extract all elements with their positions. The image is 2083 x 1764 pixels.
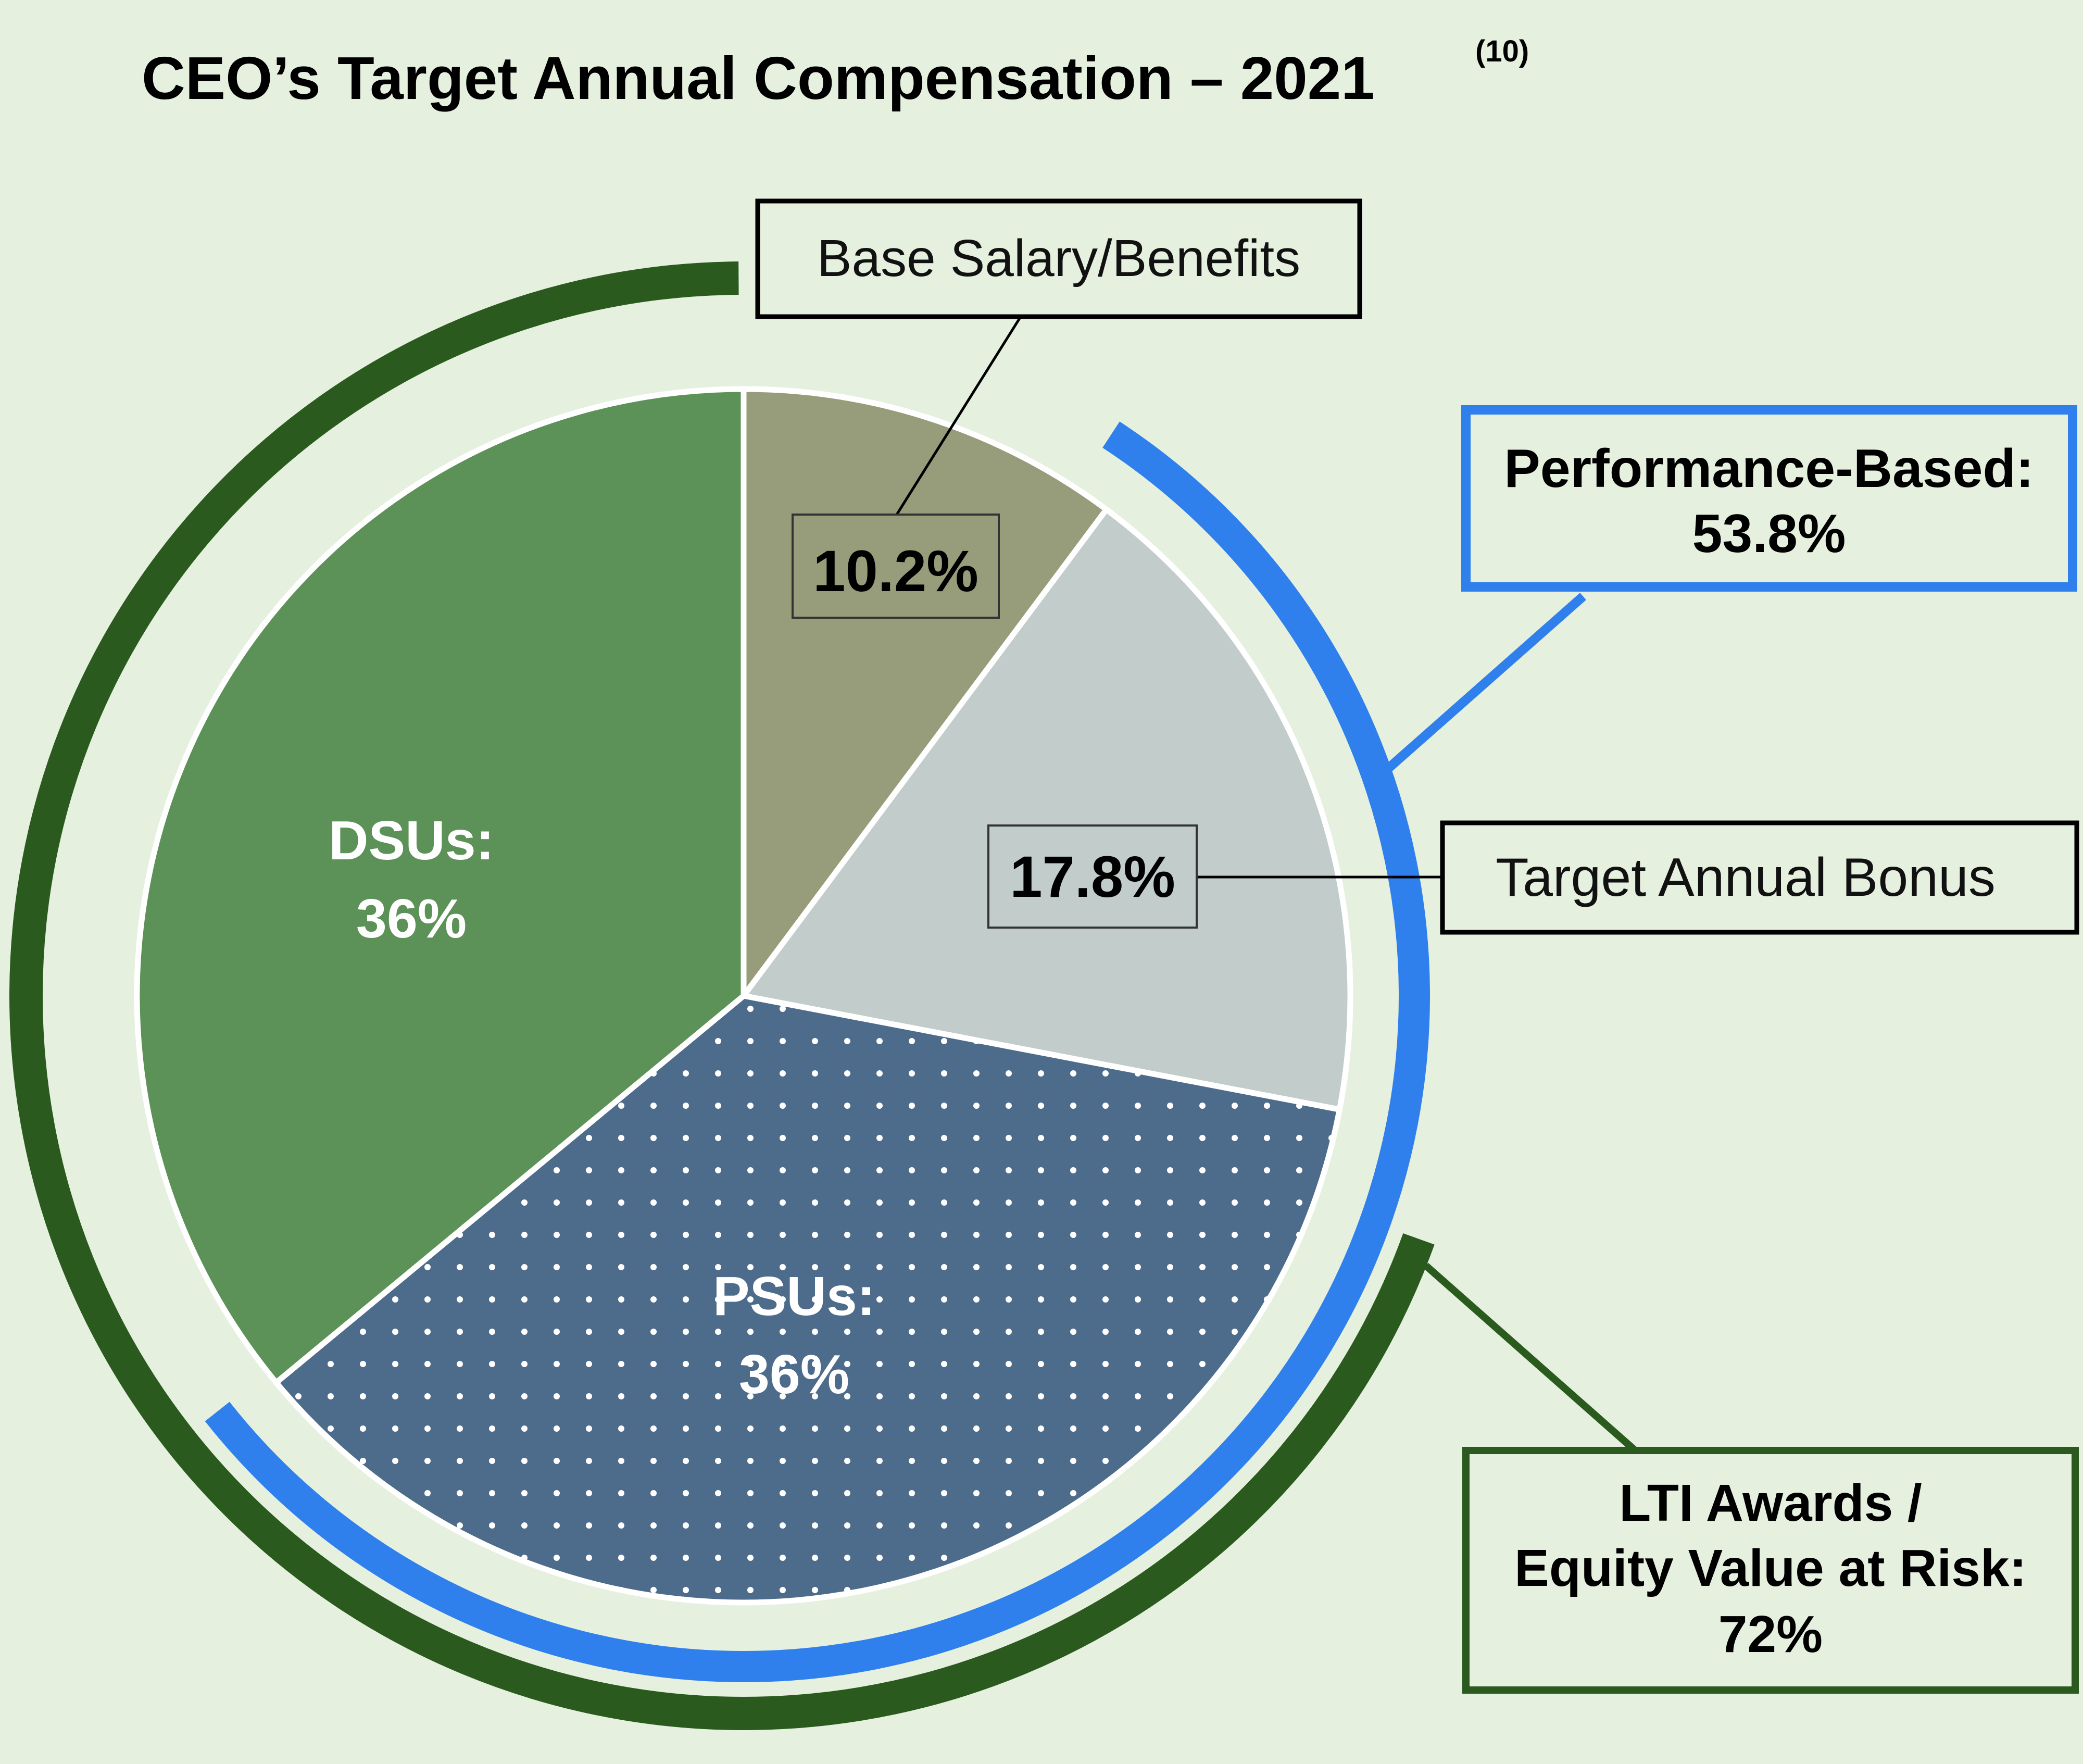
performance-based-leader-line <box>1379 593 1586 777</box>
lti-awards-value: 72% <box>1718 1605 1823 1663</box>
psus-value-label: 36% <box>739 1344 849 1405</box>
base-salary-leader-line <box>895 316 1022 516</box>
pie-slice-dsus <box>134 386 747 1386</box>
performance-based-arc <box>205 421 1430 1682</box>
base-salary-label-box <box>755 198 1362 319</box>
target-bonus-value-label: 17.8% <box>1010 844 1175 909</box>
performance-based-box <box>1461 405 2077 592</box>
base-salary-value-box <box>792 514 1000 619</box>
lti-awards-label-line-2: Equity Value at Risk: <box>1514 1539 2027 1597</box>
pie-slice-psus <box>273 993 1342 1606</box>
performance-based-value: 53.8% <box>1692 504 1846 564</box>
base-salary-label: Base Salary/Benefits <box>817 229 1300 287</box>
pie-slice-target-annual-bonus <box>741 506 1353 1112</box>
target-bonus-label-box <box>1440 820 2079 935</box>
target-bonus-value-box <box>987 824 1198 929</box>
lti-awards-arc <box>9 261 1435 1730</box>
lti-awards-leader-line <box>1423 1262 1638 1454</box>
dsus-label: DSUs: <box>329 810 494 871</box>
lti-awards-box <box>1462 1447 2079 1694</box>
dsus-value-label: 36% <box>356 888 467 949</box>
title-footnote-marker: (10) <box>1475 34 1529 68</box>
chart-title: CEO’s Target Annual Compensation – 2021 <box>142 44 1375 112</box>
psus-label: PSUs: <box>713 1266 875 1327</box>
base-salary-value-label: 10.2% <box>813 539 978 604</box>
performance-based-label: Performance-Based: <box>1504 439 2034 499</box>
lti-awards-label-line-1: LTI Awards / <box>1619 1474 1922 1532</box>
target-bonus-label: Target Annual Bonus <box>1496 847 1996 908</box>
